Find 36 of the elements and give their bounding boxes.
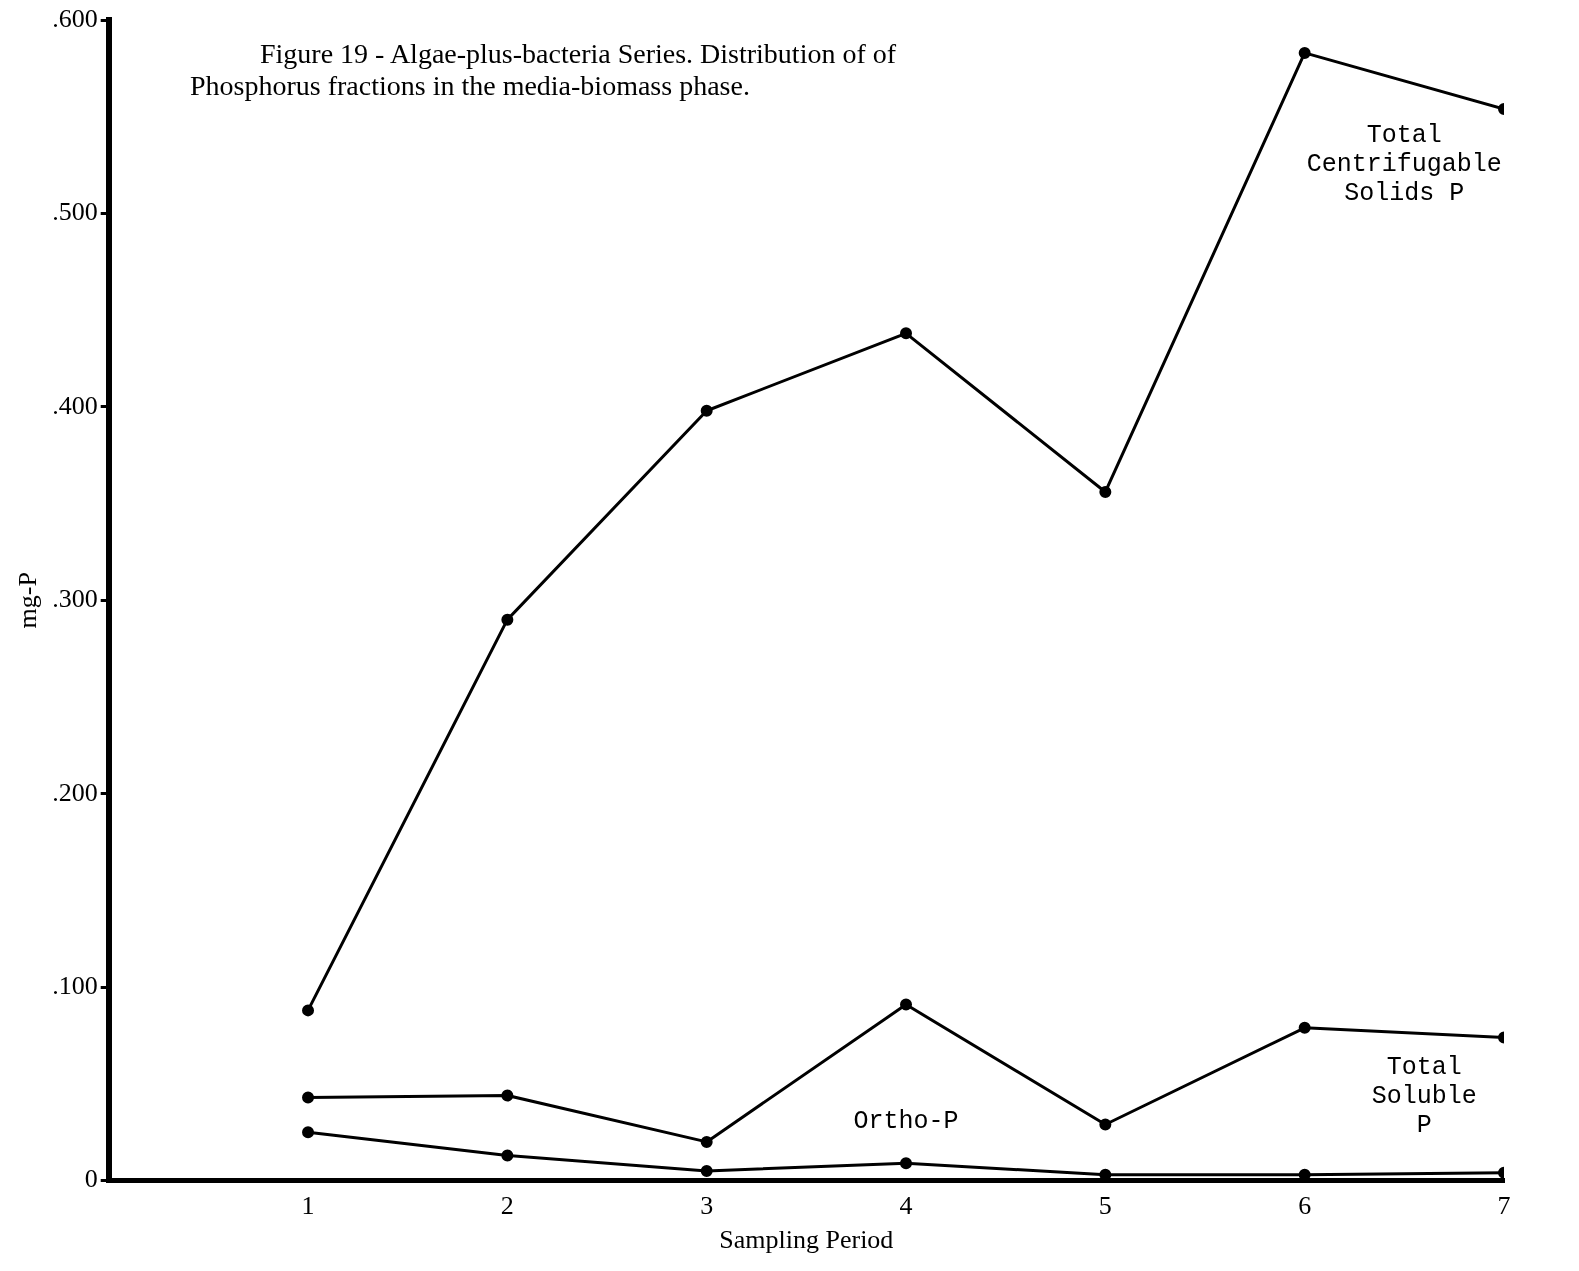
y-tick-label: .300 <box>52 584 98 614</box>
x-tick-label: 1 <box>301 1191 315 1221</box>
point <box>900 1157 913 1170</box>
point <box>1099 485 1112 498</box>
y-tick-label: .500 <box>52 197 98 227</box>
x-axis-title: Sampling Period <box>719 1225 894 1255</box>
point <box>700 1135 713 1148</box>
point <box>1298 1021 1311 1034</box>
point <box>900 327 913 340</box>
point <box>501 1149 514 1162</box>
x-tick-label: 5 <box>1098 1191 1112 1221</box>
x-tick-label: 6 <box>1298 1191 1312 1221</box>
series-label: Ortho-P <box>853 1107 959 1137</box>
point <box>302 1004 315 1017</box>
point <box>1298 46 1311 59</box>
point <box>900 998 913 1011</box>
y-tick-label: 0 <box>84 1164 98 1194</box>
point <box>700 404 713 417</box>
y-tick-label: .600 <box>52 3 98 33</box>
y-tick-label: .200 <box>52 777 98 807</box>
point <box>501 1089 514 1102</box>
x-tick-label: 2 <box>500 1191 514 1221</box>
y-tick-label: .400 <box>52 390 98 420</box>
point <box>1099 1118 1112 1131</box>
y-tick-label: .100 <box>52 970 98 1000</box>
x-tick-label: 4 <box>899 1191 913 1221</box>
series-label: Total Soluble P <box>1371 1052 1477 1140</box>
point <box>700 1164 713 1177</box>
x-tick-label: 7 <box>1497 1191 1511 1221</box>
point <box>501 613 514 626</box>
y-axis-title: mg-P <box>13 572 43 629</box>
point <box>302 1126 315 1139</box>
point <box>302 1091 315 1104</box>
x-tick-label: 3 <box>700 1191 714 1221</box>
series-label: Total Centrifugable Solids P <box>1306 120 1502 208</box>
text: Figure 19 - Algae-plus-bacteria Series. Distribution of of Phosphorus fractions in the media-biomass phase. <box>190 38 898 102</box>
